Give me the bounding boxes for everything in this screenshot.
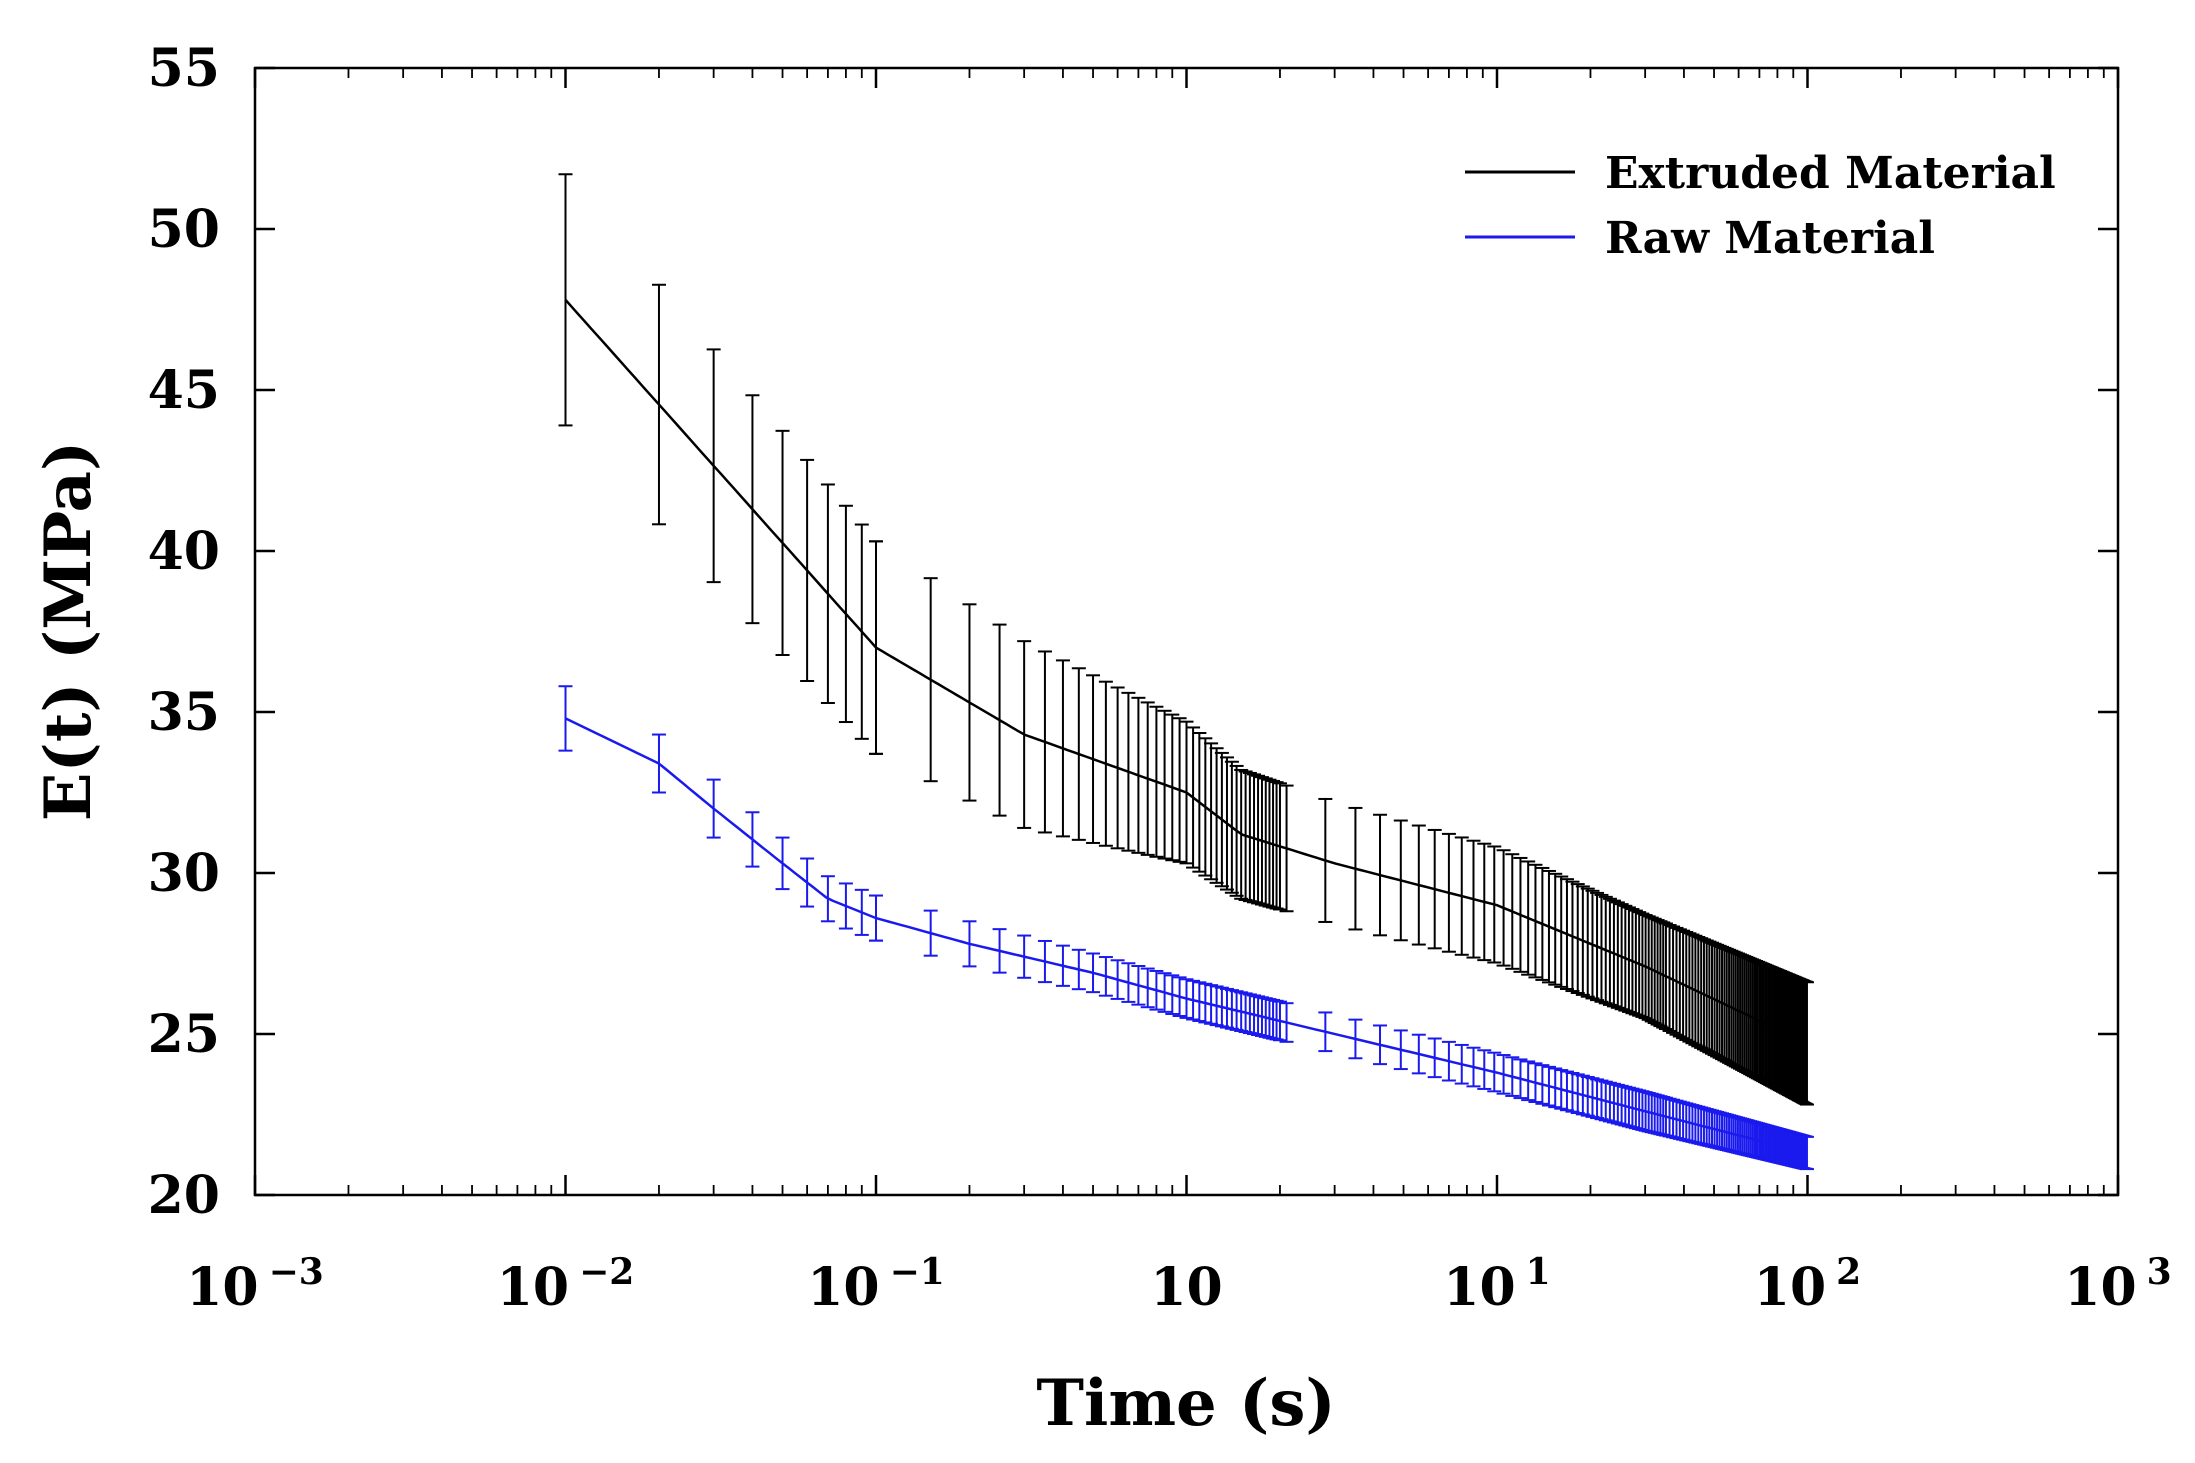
x-tick-label: 10 2 [1754, 1251, 1861, 1318]
y-tick-label: 35 [148, 682, 220, 743]
x-tick-label: 10 3 [2064, 1251, 2171, 1318]
x-tick-label: 10 −1 [807, 1251, 945, 1318]
minor-ticks [347, 68, 2105, 1195]
legend-label-extruded: Extruded Material [1605, 148, 2056, 199]
y-tick-labels: 20 25 30 35 40 45 50 55 [148, 38, 220, 1226]
legend-label-raw: Raw Material [1605, 213, 1935, 264]
series-0 [558, 173, 1814, 1106]
x-tick-label: 10 [1150, 1257, 1222, 1318]
y-tick-label: 30 [148, 843, 220, 904]
series-1 [558, 685, 1814, 1171]
y-axis-title: E(t) (MPa) [31, 441, 106, 821]
y-tick-label: 45 [148, 360, 220, 421]
x-tick-label: 10 1 [1443, 1251, 1550, 1318]
y-tick-label: 20 [148, 1165, 220, 1226]
y-tick-label: 50 [148, 199, 220, 260]
legend: Extruded Material Raw Material [1465, 148, 2056, 264]
y-tick-label: 25 [148, 1004, 220, 1065]
x-tick-label: 10 −2 [497, 1251, 635, 1318]
x-tick-label: 10 −3 [186, 1251, 324, 1318]
y-tick-label: 55 [148, 38, 220, 99]
x-axis-title: Time (s) [1036, 1366, 1335, 1441]
major-ticks [253, 66, 2120, 1197]
y-tick-label: 40 [148, 521, 220, 582]
series-layer [558, 173, 1814, 1171]
x-tick-labels: 10 −3 10 −2 10 −1 10 10 1 10 2 10 3 [186, 1251, 2172, 1318]
